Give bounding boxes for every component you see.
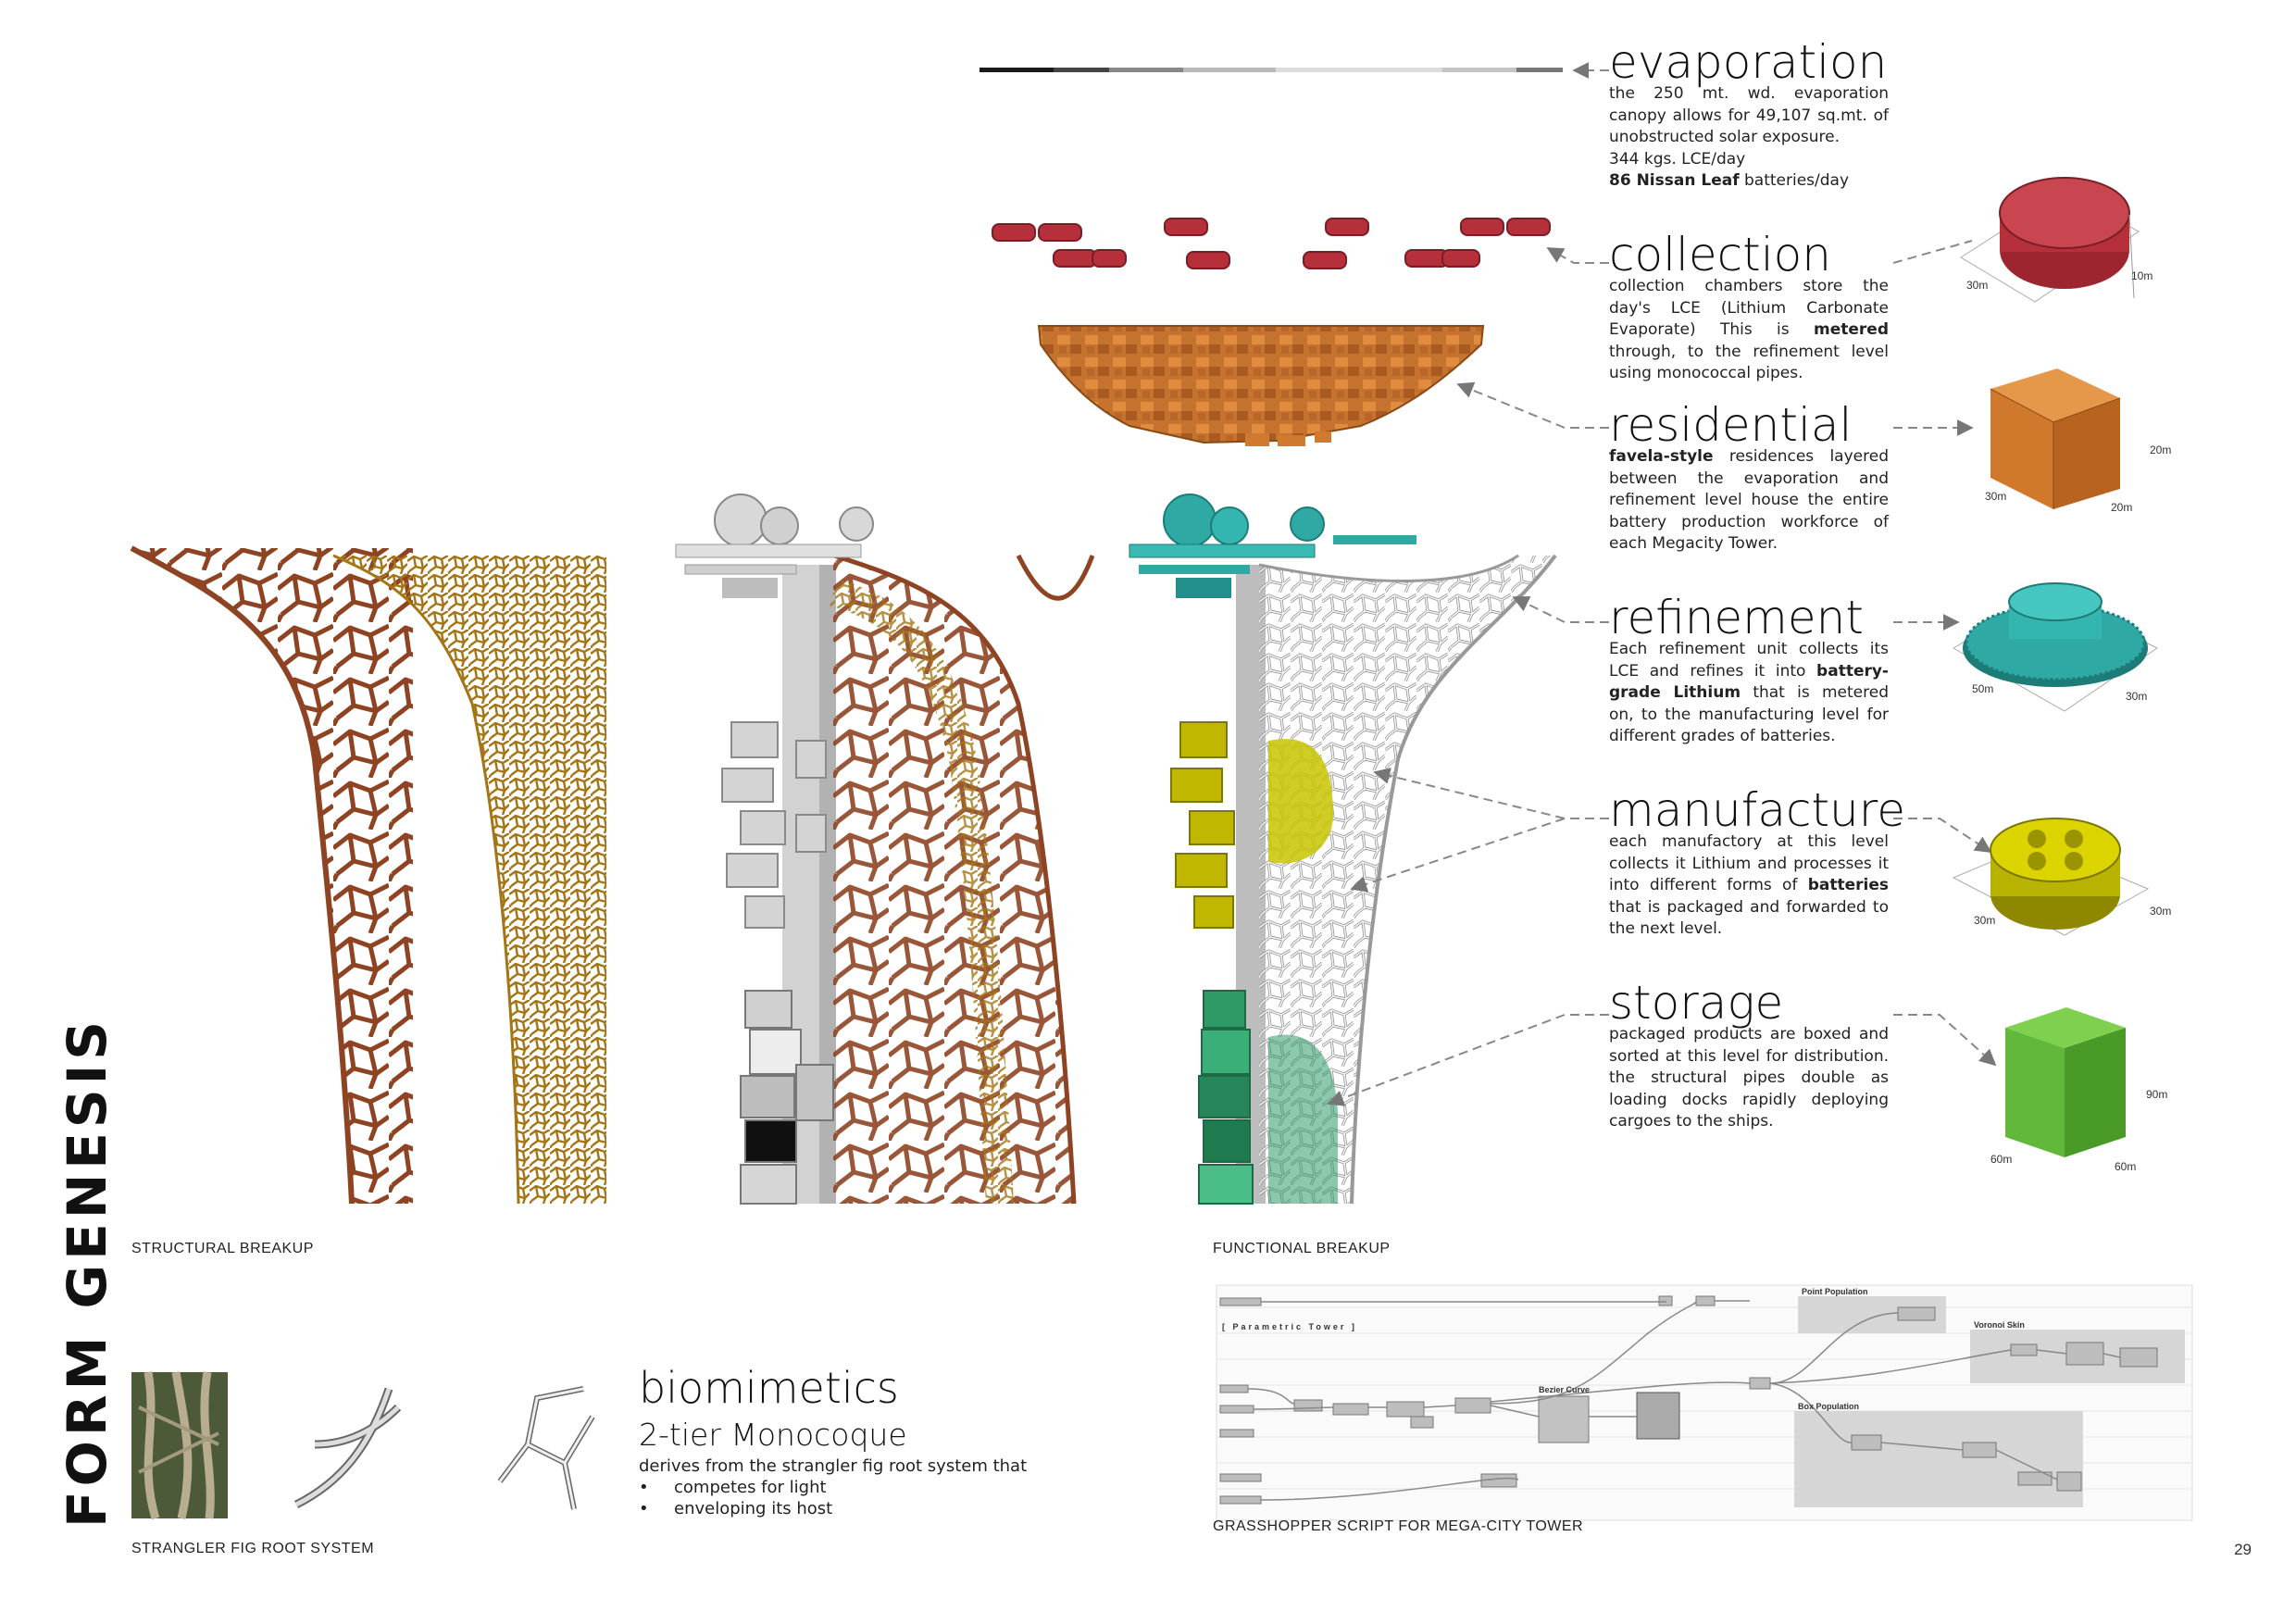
evaporation-body: the 250 mt. wd. evaporation canopy allow… (1609, 83, 1889, 193)
gh-group-box-population: Box Population (1798, 1402, 1859, 1411)
manufacture-body: each manufactory at this level collects … (1609, 832, 1889, 938)
residential-box-model: 20m 30m 20m (1985, 369, 2171, 514)
caption-structural-breakup: STRUCTURAL BREAKUP (131, 1241, 314, 1256)
refinement-unit-model: 50m 30m (1953, 582, 2158, 712)
biomimetics-description: derives from the strangler fig root syst… (639, 1456, 1028, 1476)
gh-group-point-population: Point Population (1802, 1287, 1868, 1296)
residential-width-dim: 30m (1985, 490, 2006, 503)
refinement-title: refinement (1609, 591, 1864, 644)
manufacture-unit-model: 30m 30m (1952, 818, 2171, 936)
refinement-width-dim: 50m (1972, 682, 1993, 695)
biomimetics-list: competes for light enveloping its host (639, 1477, 1027, 1519)
residential-block (1037, 325, 1485, 444)
collection-width-dim: 30m (1966, 279, 1988, 292)
root-render-1 (293, 1387, 402, 1509)
storage-title: storage (1609, 976, 1784, 1030)
residential-depth-dim: 20m (2111, 501, 2132, 514)
caption-strangler-fig: STRANGLER FIG ROOT SYSTEM (131, 1541, 375, 1556)
caption-functional-breakup: FUNCTIONAL BREAKUP (1213, 1241, 1391, 1256)
storage-width-dim: 60m (1990, 1153, 2012, 1166)
collection-height-dim: 10m (2131, 269, 2152, 282)
biomimetics-subtitle: 2-tier Monocoque (639, 1417, 907, 1453)
evaporation-title: evaporation (1609, 35, 1888, 89)
collection-body: collection chambers store the day's LCE … (1609, 277, 1889, 382)
residential-height-dim: 20m (2150, 443, 2171, 456)
gh-group-bezier-curve: Bezier Curve (1539, 1385, 1590, 1394)
evaporation-batteries: 86 Nissan Leaf batteries/day (1609, 171, 1850, 190)
collection-chamber-model: 30m 10m (1960, 177, 2152, 303)
biomimetics-text: derives from the strangler fig root syst… (639, 1455, 1027, 1519)
strangler-fig-photo (131, 1371, 228, 1520)
refinement-body: Each refinement unit collects its LCE an… (1609, 640, 1889, 745)
refinement-depth-dim: 30m (2126, 690, 2147, 703)
combined-tower (675, 493, 1095, 1205)
page-number: 29 (2234, 1541, 2252, 1558)
manufacture-width-dim: 30m (1974, 914, 1995, 927)
caption-grasshopper: GRASSHOPPER SCRIPT FOR MEGA-CITY TOWER (1213, 1518, 1584, 1534)
list-item: competes for light (639, 1477, 1027, 1498)
evaporation-canopy (980, 68, 1563, 72)
storage-body: packaged products are boxed and sorted a… (1609, 1025, 1889, 1131)
storage-box-model: 90m 60m 60m (1990, 1007, 2167, 1173)
gh-group-parametric-tower: [ Parametric Tower ] (1222, 1322, 1357, 1331)
evaporation-lce: 344 kgs. LCE/day (1609, 149, 1746, 169)
grasshopper-canvas: [ Parametric Tower ] Point Population Vo… (1216, 1284, 2193, 1521)
list-item: enveloping its host (639, 1498, 1027, 1519)
manufacture-title: manufacture (1609, 783, 1905, 837)
functional-tower (1129, 493, 1557, 1205)
storage-height-dim: 90m (2146, 1088, 2167, 1101)
structural-inner-skin (333, 556, 606, 1204)
residential-body: favela-style residences layered between … (1609, 447, 1889, 553)
gh-group-voronoi-skin: Voronoi Skin (1974, 1320, 2025, 1330)
collection-title: collection (1609, 228, 1831, 281)
collection-chambers (992, 218, 1551, 269)
biomimetics-title: biomimetics (639, 1363, 899, 1413)
evaporation-text: the 250 mt. wd. evaporation canopy allow… (1609, 84, 1889, 146)
root-render-2 (497, 1386, 595, 1510)
residential-title: residential (1609, 398, 1853, 452)
manufacture-height-dim: 30m (2150, 905, 2171, 918)
storage-depth-dim: 60m (2115, 1160, 2136, 1173)
